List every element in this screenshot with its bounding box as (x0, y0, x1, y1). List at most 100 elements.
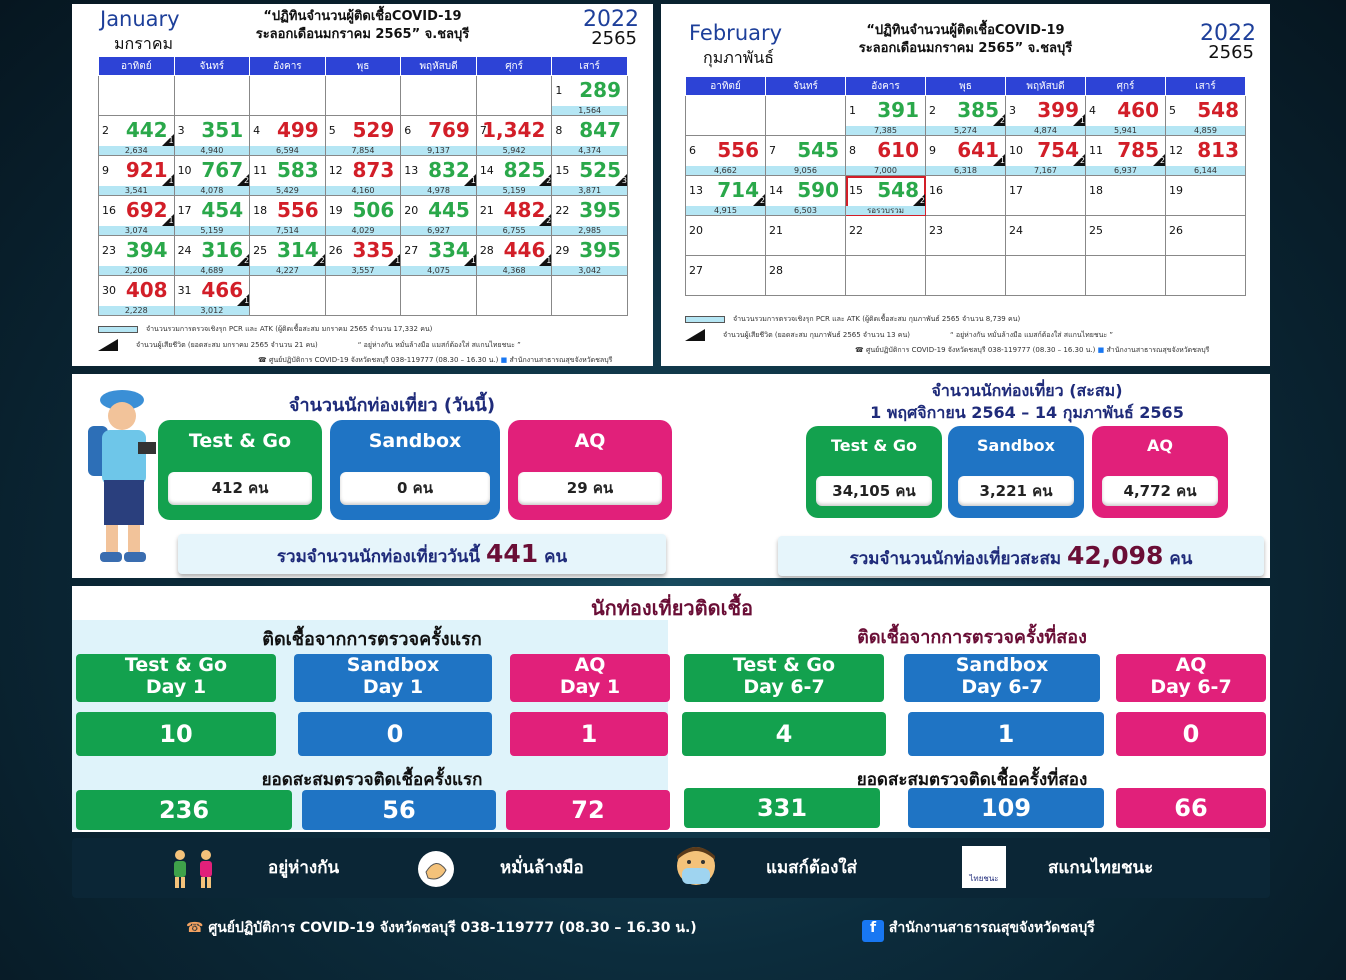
infected-count: 769 (428, 118, 470, 142)
calendar-cell-content: 19 (1166, 176, 1245, 215)
calendar-day-cell (1165, 255, 1246, 296)
calendar-day-cell (765, 95, 846, 136)
death-count: 2 (1159, 156, 1165, 165)
infected-count: 714 (717, 178, 759, 202)
calendar-cell-content: 19 506 4,029 (325, 196, 401, 235)
calendar-cell-content: 24 316 2 4,689 (174, 236, 250, 275)
day-number: 10 (1009, 144, 1023, 157)
first-cum-sandbox: 56 (302, 790, 496, 830)
day-number: 15 (555, 164, 570, 177)
calendar-day-cell: 13 832 1 4,978 (400, 155, 477, 196)
second-cum-testgo: 331 (684, 788, 880, 828)
calendar-cell-content (926, 256, 1005, 295)
infected-count: 394 (125, 238, 168, 262)
legend-death-text: จำนวนผู้เสียชีวิต (ยอดสะสม มกราคม 2565 จ… (136, 341, 318, 349)
test-total: 3,557 (325, 266, 401, 275)
second-cum-aq: 66 (1116, 788, 1266, 828)
test-total: 6,594 (250, 146, 325, 155)
calendar-cell-content (250, 76, 325, 115)
weekday-header: อาทิตย์ (98, 56, 175, 76)
calendar-cell-content: 21 (766, 216, 845, 255)
calendar-cell-content: 1 391 7,385 (846, 96, 925, 135)
calendar-day-cell: 8 610 7,000 (845, 135, 926, 176)
first-test-title: ติดเชื้อจากการตรวจครั้งแรก (262, 629, 482, 650)
calendar-day-cell: 27 (685, 255, 766, 296)
calendar-cell-content: 3 399 1 4,874 (1006, 96, 1085, 135)
cum-sandbox-label: Sandbox (977, 436, 1055, 455)
calendar-cell-content: 17 (1006, 176, 1085, 215)
day-number: 27 (689, 264, 703, 277)
calendar-cell-content (401, 276, 476, 315)
second-testgo-value: 4 (682, 712, 886, 756)
first-testgo-value: 10 (76, 712, 276, 756)
cum-testgo-label: Test & Go (830, 436, 918, 455)
infected-count: 767 (201, 158, 244, 182)
infected-count: 335 (352, 238, 395, 262)
january-calendar-grid: อาทิตย์ จันทร์ อังคาร พุธ พฤหัสบดี ศุกร์ เสาร์… (98, 56, 628, 316)
calendar-cell-content: 10 754 2 7,167 (1006, 136, 1085, 175)
calendar-day-cell: 22 (845, 215, 926, 256)
day-number: 20 (404, 204, 419, 217)
calendar-cell-content: 2 385 2 5,274 (926, 96, 1005, 135)
calendar-day-cell: 17 454 5,159 (173, 195, 251, 236)
calendar-cell-content: 12 813 6,144 (1166, 136, 1245, 175)
death-triangle-icon (685, 329, 705, 341)
calendar-cell-content (552, 276, 627, 315)
test-total: 2,985 (552, 226, 627, 235)
cumulative-title-line2: 1 พฤศจิกายน 2564 – 14 กุมภาพันธ์ 2565 (870, 403, 1184, 422)
weekday-header: อังคาร (249, 56, 326, 76)
first-aq-day-box: AQ Day 1 (510, 654, 670, 702)
test-total: 4,227 (250, 266, 325, 275)
calendar-cell-content: 10 767 2 4,078 (174, 156, 250, 195)
calendar-day-cell: 5 529 7,854 (324, 115, 402, 156)
calendar-day-cell: 13 714 2 4,915 (685, 175, 766, 216)
day-number: 12 (1169, 144, 1183, 157)
calendar-cell-content: 11 785 2 6,937 (1086, 136, 1165, 175)
cum-testgo-box: Test & Go 34,105 คน (806, 426, 942, 518)
death-marker-icon: 2 (539, 214, 552, 226)
test-total: 9,056 (766, 166, 845, 175)
death-count: 1 (244, 296, 250, 305)
calendar-cell-content: 25 (1086, 216, 1165, 255)
day-number: 6 (404, 124, 412, 137)
calendar-day-cell: 21 482 2 6,755 (475, 195, 553, 236)
second-testgo-label: Test & Go (732, 654, 836, 676)
calendar-day-cell: 26 (1165, 215, 1246, 256)
thaichana-logo-icon: ไทยชนะ (962, 846, 1006, 888)
calendar-cell-content: 14 590 6,503 (766, 176, 845, 215)
february-calendar-grid: อาทิตย์ จันทร์ อังคาร พุธ พฤหัสบดี ศุกร์ เสาร์… (685, 76, 1246, 296)
calendar-day-cell: 27 334 1 4,075 (400, 235, 477, 276)
day-number: 25 (1089, 224, 1103, 237)
day-number: 27 (404, 244, 419, 257)
calendar-cell-content: 8 847 4,374 (552, 116, 627, 155)
tourist-illustration-icon (88, 390, 156, 562)
calendar-cell-content (477, 276, 552, 315)
second-sandbox-day-box: Sandbox Day 6-7 (904, 654, 1100, 702)
test-total: 2,228 (99, 306, 174, 315)
second-aq-label: AQ (1175, 654, 1207, 676)
day-number: 4 (253, 124, 261, 137)
measure-handwash: หมั่นล้างมือ (500, 858, 584, 878)
calendar-legend: จำนวนรวมการตรวจเชิงรุก PCR และ ATK (ผู้ต… (685, 314, 1265, 356)
phone-icon: ☎ (855, 346, 866, 354)
death-marker-icon: 1 (161, 214, 174, 226)
calendar-cell-content (175, 76, 250, 115)
measure-mask: แมสก์ต้องใส่ (766, 858, 858, 878)
death-marker-icon: 1 (388, 254, 401, 266)
day-number: 17 (177, 204, 192, 217)
calendar-day-cell (845, 255, 926, 296)
calendar-cell-content: 3 351 4,940 (174, 116, 250, 155)
day-number: 5 (1169, 104, 1176, 117)
test-total: 4,662 (686, 166, 765, 175)
calendar-day-cell: 14 825 2 5,159 (475, 155, 553, 196)
infected-count: 399 (1037, 98, 1079, 122)
day-number: 28 (479, 244, 494, 257)
test-total: 5,274 (926, 126, 1005, 135)
measure-distancing: อยู่ห่างกัน (268, 858, 340, 878)
calendar-day-cell: 15 548 2 รอรวบรวม (845, 175, 926, 216)
test-total: 5,159 (174, 226, 250, 235)
day-number: 29 (555, 244, 570, 257)
calendar-day-cell: 4 460 5,941 (1085, 95, 1166, 136)
calendar-day-cell: 29 395 3,042 (551, 235, 628, 276)
cumulative-title: จำนวนนักท่องเที่ยว (สะสม) 1 พฤศจิกายน 25… (812, 380, 1242, 424)
